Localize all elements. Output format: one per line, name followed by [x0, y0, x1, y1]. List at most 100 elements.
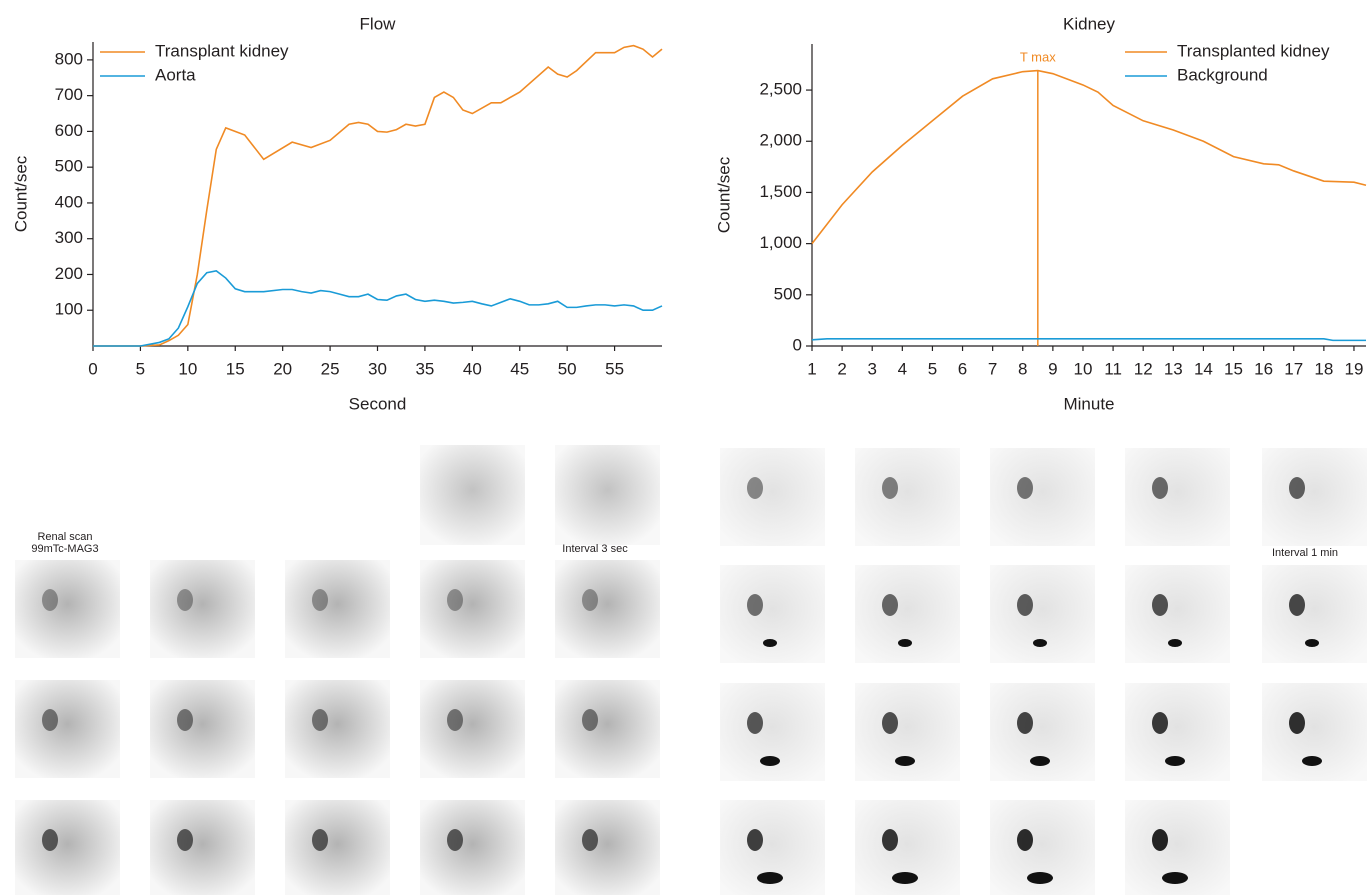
x-tick-label: 13: [1164, 359, 1183, 378]
panel-label: Renal scan: [37, 531, 92, 543]
x-axis-label: Second: [349, 394, 407, 413]
x-tick-label: 20: [273, 359, 292, 378]
scan-tile: [285, 800, 390, 895]
x-axis-label: Minute: [1063, 394, 1114, 413]
kidney-uptake: [1017, 829, 1033, 851]
x-tick-label: 5: [928, 359, 937, 378]
kidney-uptake: [747, 829, 763, 851]
kidney-uptake: [1017, 712, 1033, 734]
y-tick-label: 800: [55, 49, 83, 68]
kidney-uptake: [312, 829, 328, 851]
scan-tile: [555, 445, 660, 545]
scan-tile: [15, 800, 120, 895]
kidney-uptake: [447, 829, 463, 851]
kidney-uptake: [447, 589, 463, 611]
kidney-uptake: [747, 477, 763, 499]
bladder-uptake: [763, 639, 777, 647]
y-axis-label: Count/sec: [11, 155, 30, 232]
x-tick-label: 45: [510, 359, 529, 378]
scan-tile: [1262, 448, 1367, 546]
kidney-uptake: [177, 829, 193, 851]
legend-label: Transplant kidney: [155, 41, 289, 60]
y-tick-label: 500: [774, 284, 802, 303]
series-line: [812, 339, 1366, 341]
y-tick-label: 700: [55, 85, 83, 104]
y-tick-label: 200: [55, 264, 83, 283]
legend-label: Aorta: [155, 65, 196, 84]
x-tick-label: 0: [88, 359, 97, 378]
kidney-uptake: [312, 589, 328, 611]
bladder-uptake: [1030, 756, 1050, 766]
scan-tile: [420, 560, 525, 658]
y-tick-label: 2,500: [759, 80, 802, 99]
kidney-uptake: [1152, 712, 1168, 734]
bladder-uptake: [1165, 756, 1185, 766]
scan-tile: [990, 565, 1095, 663]
x-tick-label: 7: [988, 359, 997, 378]
x-tick-label: 16: [1254, 359, 1273, 378]
bladder-uptake: [757, 872, 783, 884]
figure: Renal scan 99mTc-MAG3 Interval 3 sec Int…: [0, 0, 1368, 895]
scan-tile: [1125, 448, 1230, 546]
x-tick-label: 12: [1134, 359, 1153, 378]
bladder-uptake: [1302, 756, 1322, 766]
y-tick-label: 2,000: [759, 131, 802, 150]
kidney-uptake: [747, 594, 763, 616]
x-tick-label: 15: [1224, 359, 1243, 378]
scan-tile: [285, 560, 390, 658]
y-tick-label: 100: [55, 300, 83, 319]
kidney-uptake: [1152, 829, 1168, 851]
x-tick-label: 6: [958, 359, 967, 378]
scan-tile: [855, 565, 960, 663]
kidney-uptake: [882, 829, 898, 851]
kidney-uptake: [447, 709, 463, 731]
bladder-uptake: [1027, 872, 1053, 884]
x-tick-label: 18: [1314, 359, 1333, 378]
bladder-uptake: [1033, 639, 1047, 647]
bladder-uptake: [1162, 872, 1188, 884]
bladder-uptake: [1168, 639, 1182, 647]
scan-tile: [855, 448, 960, 546]
x-tick-label: 30: [368, 359, 387, 378]
y-tick-label: 300: [55, 228, 83, 247]
scan-tile: [855, 683, 960, 781]
scan-tile: [720, 683, 825, 781]
legend-label: Background: [1177, 65, 1268, 84]
x-tick-label: 8: [1018, 359, 1027, 378]
scan-tile: [150, 800, 255, 895]
legend-label: Transplanted kidney: [1177, 41, 1330, 60]
y-tick-label: 600: [55, 121, 83, 140]
x-tick-label: 19: [1344, 359, 1363, 378]
chart-title: Kidney: [1063, 14, 1115, 33]
scan-tile: [720, 448, 825, 546]
scan-tile: [555, 680, 660, 778]
scan-tile: [990, 683, 1095, 781]
x-tick-label: 11: [1104, 359, 1122, 378]
scan-tile: [420, 800, 525, 895]
x-tick-label: 2: [837, 359, 846, 378]
bladder-uptake: [760, 756, 780, 766]
x-tick-label: 35: [415, 359, 434, 378]
panel-label: 99mTc-MAG3: [31, 543, 98, 555]
kidney-uptake: [1152, 477, 1168, 499]
series-line: [812, 71, 1366, 244]
kidney-uptake: [312, 709, 328, 731]
x-tick-label: 4: [898, 359, 907, 378]
panel-label: Interval 3 sec: [562, 543, 628, 555]
kidney-uptake: [882, 594, 898, 616]
scan-tile: [285, 680, 390, 778]
kidney-uptake: [42, 589, 58, 611]
x-tick-label: 55: [605, 359, 624, 378]
kidney-uptake: [882, 712, 898, 734]
scan-tile: [1262, 683, 1367, 781]
x-tick-label: 9: [1048, 359, 1057, 378]
scan-tile: [150, 560, 255, 658]
x-tick-label: 10: [1074, 359, 1093, 378]
kidney-uptake: [177, 709, 193, 731]
scan-tile: [15, 560, 120, 658]
scan-tile: [720, 565, 825, 663]
panel-label: Interval 1 min: [1272, 547, 1338, 559]
x-tick-label: 3: [867, 359, 876, 378]
x-tick-label: 50: [558, 359, 577, 378]
scan-tile: [990, 448, 1095, 546]
